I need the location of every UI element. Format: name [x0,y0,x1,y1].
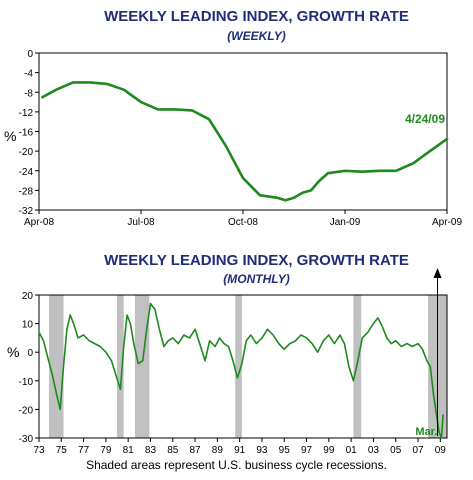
x-tick-label: 79 [100,445,112,456]
x-tick-label: 97 [301,445,313,456]
series-line-0 [38,302,444,439]
x-tick-label: 83 [145,445,157,456]
chart2-annotation: Mar. [415,426,437,438]
chart2-title: WEEKLY LEADING INDEX, GROWTH RATE [104,252,409,269]
x-tick-label: Apr-08 [24,217,54,228]
y-tick-label: 10 [22,320,34,331]
x-tick-label: 91 [234,445,246,456]
x-tick-label: 09 [435,445,447,456]
y-tick-label: 0 [27,49,33,60]
x-tick-label: 87 [190,445,202,456]
chart1-subtitle: (WEEKLY) [227,29,286,43]
x-tick-label: 05 [390,445,402,456]
recession-band-1 [117,295,124,438]
y-tick-label: 0 [27,348,33,359]
recession-band-2 [134,295,150,438]
x-tick-label: 73 [33,445,45,456]
y-tick-label: 20 [22,291,34,302]
chart2-y-axis-label: % [7,344,20,360]
x-tick-label: 95 [279,445,291,456]
plot-frame [38,52,448,211]
y-tick-label: -28 [19,186,34,197]
x-tick-label: 93 [256,445,268,456]
x-tick-label: 89 [212,445,224,456]
chart1-title: WEEKLY LEADING INDEX, GROWTH RATE [104,8,409,25]
x-tick-label: 03 [368,445,380,456]
y-tick-label: -12 [19,108,34,119]
y-tick-label: -24 [19,167,34,178]
plot-frame [38,294,448,439]
y-tick-label: -32 [19,206,34,217]
y-tick-label: -10 [19,377,34,388]
chart1-y-axis-label: % [4,128,17,144]
y-tick-label: -16 [19,128,34,139]
y-tick-label: -20 [19,147,34,158]
x-tick-label: Jan-09 [330,217,361,228]
chart1-annotation: 4/24/09 [405,112,445,126]
x-tick-label: 77 [78,445,90,456]
x-tick-label: Jul-08 [127,217,155,228]
y-tick-label: -4 [24,69,33,80]
y-tick-label: -8 [24,88,33,99]
recession-note: Shaded areas represent U.S. business cyc… [86,458,387,472]
y-tick-label: -30 [19,434,34,445]
series-line-0 [41,81,449,202]
x-tick-label: 99 [323,445,335,456]
trend-arrow-head [433,268,442,278]
x-tick-label: Oct-08 [228,217,258,228]
x-tick-label: 01 [346,445,358,456]
chart2-subtitle: (MONTHLY) [223,272,290,286]
y-tick-label: -20 [19,405,34,416]
recession-band-0 [49,295,64,438]
x-tick-label: Apr-09 [432,217,462,228]
x-tick-label: 75 [56,445,68,456]
x-tick-label: 81 [123,445,135,456]
x-tick-label: 85 [167,445,179,456]
x-tick-label: 07 [412,445,424,456]
recession-band-3 [235,295,242,438]
